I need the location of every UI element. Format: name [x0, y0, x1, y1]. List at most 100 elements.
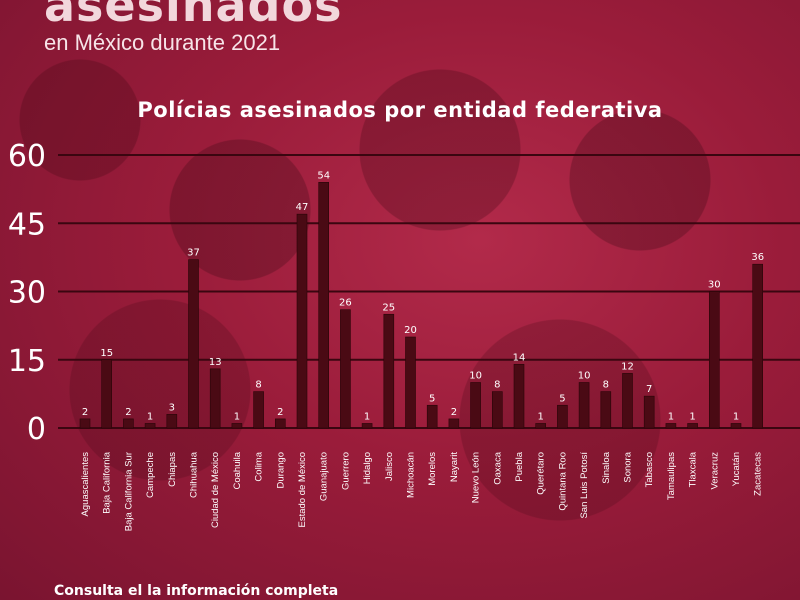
- x-tick-label: Tamaulipas: [666, 452, 677, 500]
- bar: [578, 382, 590, 429]
- data-label: 37: [187, 248, 200, 259]
- bar: [491, 391, 503, 429]
- y-tick-label: 60: [8, 139, 46, 174]
- bar: [79, 418, 91, 429]
- data-label: 1: [538, 411, 544, 422]
- grid-lines: [58, 154, 800, 429]
- x-tick-label: Colima: [254, 451, 265, 481]
- data-label: 36: [751, 252, 764, 263]
- x-tick-label: Zacatecas: [753, 452, 764, 496]
- bar: [274, 418, 286, 429]
- bar: [535, 423, 547, 429]
- bar: [296, 213, 308, 429]
- data-label: 1: [668, 411, 674, 422]
- page-subtitle: en México durante 2021: [44, 30, 281, 55]
- bar: [470, 382, 481, 429]
- x-tick-label: Hidalgo: [362, 452, 373, 484]
- x-tick-label: Quintana Roo: [557, 452, 568, 511]
- data-label: 1: [234, 411, 240, 422]
- bar: [557, 404, 568, 429]
- y-tick-label: 45: [8, 207, 46, 242]
- x-tick-label: Michoacán: [406, 452, 417, 498]
- data-label: 7: [646, 384, 652, 395]
- x-tick-label: San Luis Potosí: [579, 452, 590, 519]
- x-tick-label: Tabasco: [644, 452, 655, 487]
- data-label: 25: [382, 302, 395, 313]
- bar: [752, 263, 764, 429]
- bar: [209, 368, 221, 429]
- x-tick-label: Nayarit: [449, 452, 460, 482]
- y-axis-ticks: 0 15 30 45 60: [8, 139, 46, 447]
- bar: [123, 418, 134, 429]
- data-label: 2: [451, 407, 457, 418]
- x-tick-label: Oaxaca: [492, 451, 503, 484]
- data-label: 15: [100, 348, 113, 359]
- data-label: 10: [469, 371, 482, 382]
- x-tick-label: Baja California Sur: [123, 452, 134, 531]
- bar: [166, 414, 178, 429]
- x-tick-label: Durango: [275, 452, 286, 488]
- bar: [101, 359, 112, 429]
- bar: [730, 423, 742, 429]
- x-tick-label: Guerrero: [340, 452, 351, 490]
- bar: [383, 313, 395, 429]
- bar: [231, 423, 243, 429]
- data-label: 1: [733, 411, 739, 422]
- data-label: 5: [429, 393, 435, 404]
- bar: [665, 423, 677, 429]
- x-tick-label: Tlaxcala: [688, 451, 699, 487]
- data-label: 8: [494, 380, 500, 391]
- y-tick-label: 15: [8, 344, 46, 379]
- x-tick-label: Yucatán: [731, 452, 742, 486]
- x-tick-label: Chiapas: [167, 452, 178, 487]
- x-tick-label: Campeche: [145, 452, 156, 498]
- data-label: 47: [296, 202, 309, 213]
- data-label: 1: [364, 411, 370, 422]
- data-label: 2: [82, 407, 88, 418]
- data-label: 30: [708, 280, 721, 291]
- data-label: 54: [317, 170, 330, 181]
- data-label: 1: [689, 411, 695, 422]
- x-tick-label: Guanajuato: [319, 452, 330, 501]
- bar: [687, 423, 698, 429]
- bar: [144, 423, 156, 429]
- x-tick-label: Baja California: [102, 451, 113, 513]
- x-tick-label: Jalisco: [384, 452, 395, 481]
- bar: [513, 363, 525, 429]
- data-label: 2: [277, 407, 283, 418]
- bar: [361, 423, 373, 429]
- x-tick-label: Coahuila: [232, 451, 243, 489]
- x-tick-label: Querétaro: [536, 452, 547, 495]
- x-axis-ticks: Aguascalientes Baja California Baja Califo…: [80, 451, 764, 531]
- data-label: 14: [513, 352, 526, 363]
- data-label: 5: [559, 393, 565, 404]
- x-tick-label: Nuevo León: [471, 452, 482, 503]
- chart-title: Polícias asesinados por entidad federati…: [137, 98, 663, 122]
- x-tick-label: Puebla: [514, 451, 525, 481]
- footer-link[interactable]: Consulta el la información completa: [54, 583, 339, 599]
- bar: [253, 391, 264, 429]
- data-label: 12: [621, 361, 634, 372]
- bar: [448, 418, 460, 429]
- data-label: 3: [169, 402, 175, 413]
- bars: [79, 182, 764, 429]
- x-tick-label: Chihuahua: [189, 451, 200, 498]
- x-tick-label: Estado de México: [297, 452, 308, 528]
- bar: [426, 404, 438, 429]
- data-label: 10: [578, 371, 591, 382]
- y-tick-label: 30: [8, 276, 46, 311]
- bar: [622, 373, 633, 429]
- data-label: 8: [603, 380, 609, 391]
- bar: [318, 182, 330, 429]
- bar: [708, 291, 720, 429]
- x-tick-label: Sinaloa: [601, 451, 612, 483]
- data-label: 8: [255, 380, 261, 391]
- x-tick-label: Morelos: [427, 452, 438, 486]
- bar: [600, 391, 612, 429]
- data-label: 2: [125, 407, 131, 418]
- data-label: 1: [147, 411, 153, 422]
- data-label: 26: [339, 298, 352, 309]
